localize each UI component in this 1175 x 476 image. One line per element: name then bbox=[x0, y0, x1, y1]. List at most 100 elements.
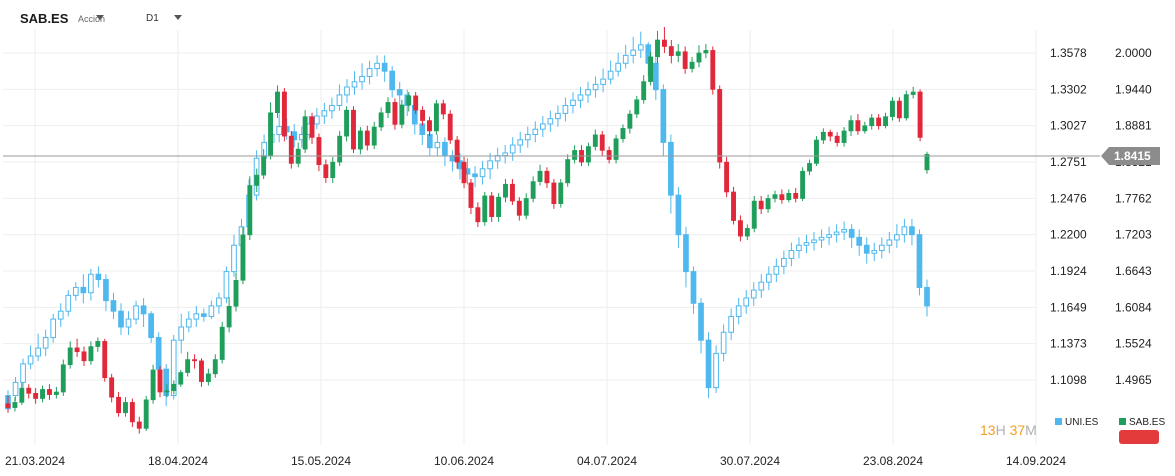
candle-body bbox=[690, 271, 697, 304]
candle-body bbox=[903, 94, 909, 119]
candle-body bbox=[901, 226, 908, 236]
candle-body bbox=[565, 159, 571, 184]
legend: UNI.ES SAB.ES bbox=[1055, 417, 1165, 444]
candle-body bbox=[585, 89, 591, 96]
timeframe-selector[interactable]: D1 bbox=[146, 13, 159, 24]
candle-body bbox=[26, 387, 32, 394]
candle-body bbox=[710, 50, 716, 90]
candle-body bbox=[765, 198, 771, 210]
candle-body bbox=[171, 383, 177, 392]
candle-body bbox=[683, 234, 689, 273]
candle-body bbox=[140, 305, 147, 315]
candle-body bbox=[703, 50, 709, 54]
candle-body bbox=[385, 102, 391, 114]
candle-body bbox=[150, 369, 156, 401]
candle-body bbox=[275, 91, 280, 114]
candle-body bbox=[433, 103, 439, 132]
left-axis-ticks: 1.3578 1.3302 1.3027 1.2751 1.2476 1.2200 1.19… bbox=[1050, 46, 1087, 387]
candle-body bbox=[668, 141, 674, 196]
candle-body bbox=[351, 109, 356, 150]
legend-color-box[interactable] bbox=[1119, 430, 1159, 444]
candle-body bbox=[634, 99, 640, 115]
x-axis-tick: 04.07.2024 bbox=[577, 454, 637, 468]
candle-body bbox=[95, 273, 102, 281]
candle-body bbox=[143, 399, 149, 429]
candle-body bbox=[743, 297, 750, 307]
caret-down-icon[interactable] bbox=[96, 15, 104, 20]
candle-body bbox=[786, 192, 792, 201]
right-axis-tick: 1.4965 bbox=[1115, 373, 1152, 387]
x-axis-tick: 14.09.2024 bbox=[1006, 454, 1066, 468]
candle-body bbox=[675, 194, 682, 236]
price-marker-label: 1.8415 bbox=[1114, 149, 1151, 163]
candle-body bbox=[833, 231, 840, 236]
candle-body bbox=[344, 109, 350, 137]
candle-body bbox=[223, 271, 230, 299]
candle-body bbox=[291, 131, 298, 141]
candle-body bbox=[399, 104, 405, 125]
caret-down-icon[interactable] bbox=[174, 15, 182, 20]
candle-body bbox=[818, 236, 825, 241]
candle-body bbox=[72, 286, 79, 296]
left-axis-tick: 1.3578 bbox=[1050, 46, 1087, 60]
right-axis-tick: 1.8881 bbox=[1115, 119, 1152, 133]
candle-body bbox=[555, 112, 561, 120]
candle-body bbox=[247, 185, 253, 236]
candle-body bbox=[33, 393, 39, 399]
candle-body bbox=[103, 279, 109, 302]
candle-body bbox=[12, 381, 19, 397]
right-axis-tick: 1.5524 bbox=[1115, 337, 1152, 351]
candle-body bbox=[329, 104, 335, 112]
candle-body bbox=[627, 113, 633, 129]
symbol-selector[interactable]: SAB.ES bbox=[20, 11, 69, 26]
candle-body bbox=[80, 286, 87, 294]
candle-body bbox=[509, 144, 516, 154]
candle-body bbox=[74, 347, 80, 353]
candle-body bbox=[216, 297, 222, 307]
candle-body bbox=[524, 133, 531, 141]
candle-body bbox=[276, 126, 283, 135]
legend-swatch-uni bbox=[1055, 418, 1062, 425]
x-axis-tick: 23.08.2024 bbox=[863, 454, 923, 468]
candle-body bbox=[655, 39, 660, 58]
candle-body bbox=[364, 130, 370, 146]
candle-body bbox=[381, 62, 388, 72]
right-axis-tick: 1.9440 bbox=[1115, 82, 1152, 96]
candle-body bbox=[88, 273, 94, 294]
candle-body bbox=[102, 341, 108, 379]
candle-body bbox=[820, 131, 826, 141]
candle-body bbox=[261, 155, 267, 176]
candle-body bbox=[496, 196, 502, 217]
candle-body bbox=[600, 78, 606, 85]
candle-body bbox=[890, 100, 895, 117]
candle-body bbox=[876, 117, 882, 127]
candle-body bbox=[185, 318, 192, 328]
legend-label-uni: UNI.ES bbox=[1065, 417, 1099, 428]
candle-body bbox=[489, 195, 495, 217]
candle-body bbox=[855, 120, 861, 132]
candle-body bbox=[772, 194, 778, 199]
candle-body bbox=[212, 359, 218, 375]
candle-body bbox=[427, 120, 432, 132]
x-axis-tick: 21.03.2024 bbox=[5, 454, 65, 468]
candle-body bbox=[652, 62, 659, 91]
candle-body bbox=[660, 89, 667, 143]
candle-body bbox=[779, 194, 785, 201]
candle-body bbox=[728, 315, 734, 333]
candle-body bbox=[731, 191, 736, 221]
candle-body bbox=[389, 70, 396, 91]
candle-body bbox=[254, 174, 260, 186]
candle-body bbox=[558, 182, 564, 204]
candle-body bbox=[129, 402, 135, 423]
candle-body bbox=[551, 182, 557, 204]
candle-body bbox=[201, 313, 207, 317]
candle-body bbox=[67, 347, 73, 366]
candle-body bbox=[698, 302, 704, 341]
candle-body bbox=[848, 120, 854, 132]
candle-body bbox=[896, 100, 902, 119]
candle-body bbox=[378, 112, 384, 128]
candle-body bbox=[302, 116, 308, 150]
left-axis-tick: 1.3302 bbox=[1050, 82, 1087, 96]
candle-body bbox=[717, 89, 723, 163]
